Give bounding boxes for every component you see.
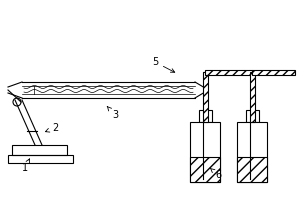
Text: 1: 1 [22, 159, 30, 173]
Bar [245, 110, 259, 122]
Bar [202, 72, 208, 122]
Bar [250, 72, 254, 122]
Bar [190, 122, 220, 182]
Text: 6: 6 [210, 168, 221, 180]
Bar [8, 155, 73, 163]
Bar [237, 122, 267, 182]
Bar [252, 70, 295, 74]
Bar [205, 70, 252, 74]
Bar [12, 145, 67, 155]
Text: 5: 5 [152, 57, 175, 72]
Text: 2: 2 [46, 123, 58, 133]
Bar [237, 157, 267, 182]
Bar [190, 157, 220, 182]
Text: 3: 3 [107, 106, 118, 120]
Bar [199, 110, 212, 122]
